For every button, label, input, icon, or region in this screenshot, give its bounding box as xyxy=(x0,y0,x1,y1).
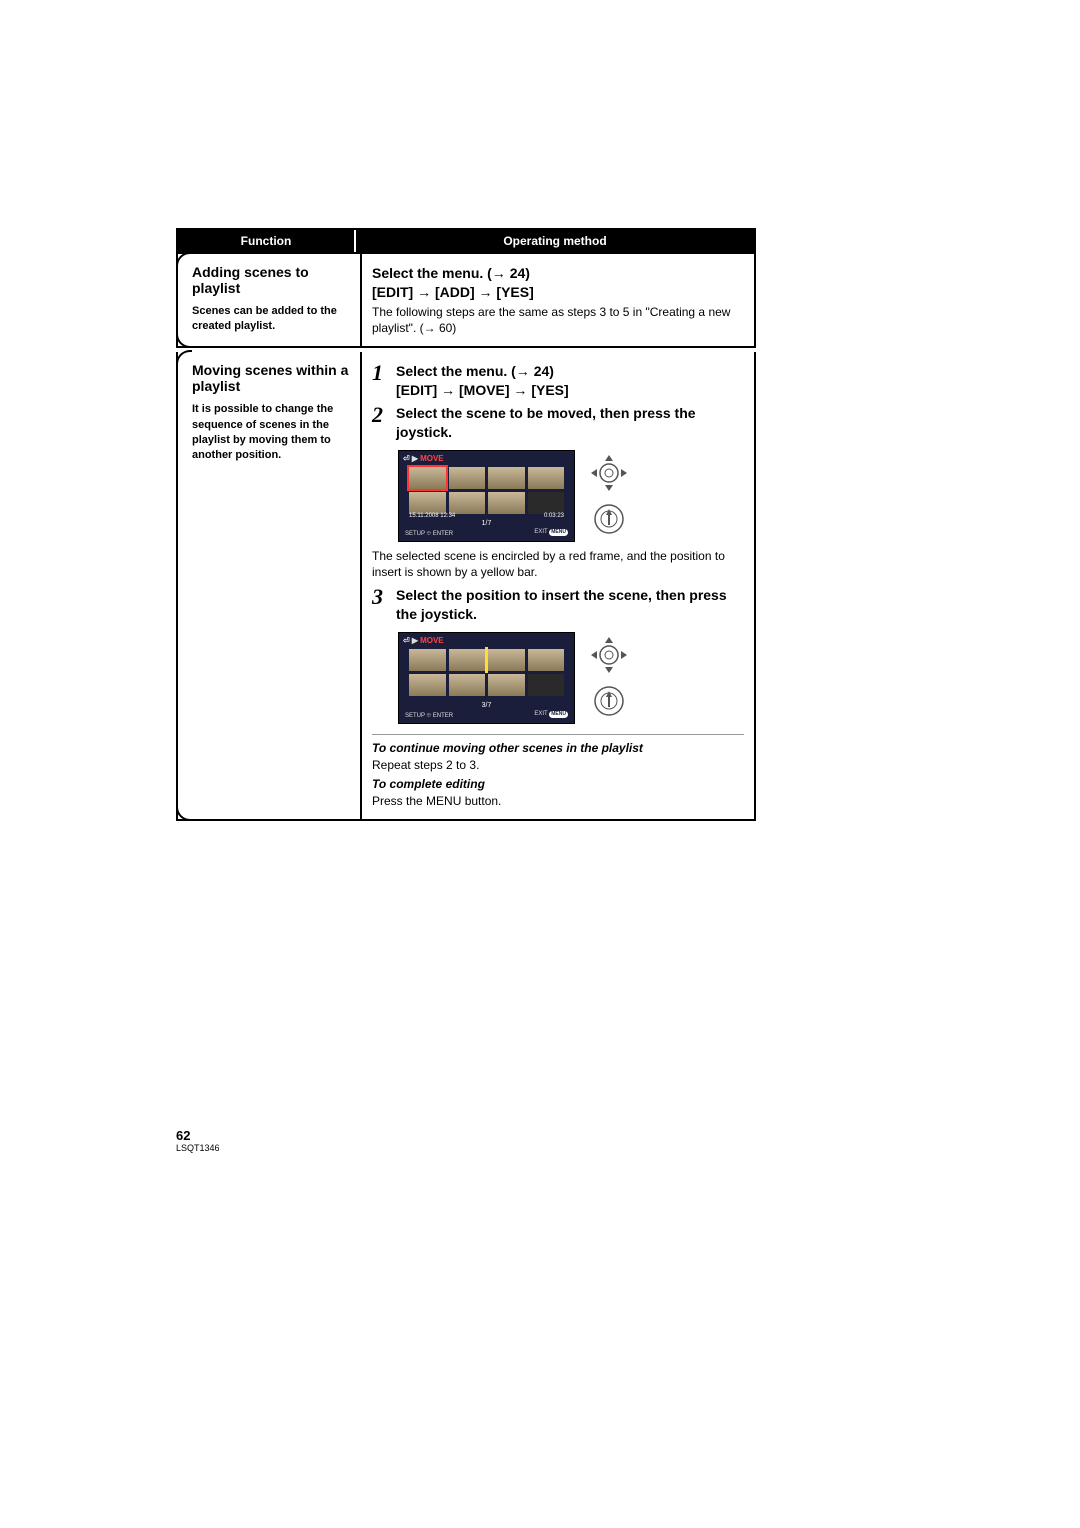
sc-counter: 1/7 xyxy=(399,520,574,527)
step-number: 1 xyxy=(372,362,390,384)
joystick-dpad-icon xyxy=(589,453,629,493)
op-select-menu: Select the menu. (→ 24) xyxy=(372,264,744,283)
step1-menu-path: [EDIT] → [MOVE] → [YES] xyxy=(396,381,744,400)
sc-date: 15.11.2008 12:34 xyxy=(409,513,455,519)
joystick-dpad-icon xyxy=(589,635,629,675)
device-screenshot-2: ⏎ ▶MOVE 3/7 SETUP ⯐ ENTER EXIT MENU xyxy=(398,632,575,724)
page-number: 62 xyxy=(176,1128,220,1143)
sc-exit: EXIT xyxy=(534,529,547,535)
section-adding-scenes: Adding scenes to playlist Scenes can be … xyxy=(176,254,756,348)
step2-note: The selected scene is encircled by a red… xyxy=(372,548,744,580)
device-screenshot-1: ⏎ ▶MOVE 1/7 15.11.2008 12:34 0:03:23 SET… xyxy=(398,450,575,542)
function-title: Adding scenes to playlist xyxy=(192,264,352,296)
document-id: LSQT1346 xyxy=(176,1143,220,1153)
sc-move-label: MOVE xyxy=(420,636,444,645)
step2-text: Select the scene to be moved, then press… xyxy=(396,404,744,442)
step3-text: Select the position to insert the scene,… xyxy=(396,586,744,624)
sc-menu: MENU xyxy=(549,529,568,536)
complete-body: Press the MENU button. xyxy=(372,793,744,809)
complete-title: To complete editing xyxy=(372,777,744,791)
continue-title: To continue moving other scenes in the p… xyxy=(372,741,744,755)
sc-duration: 0:03:23 xyxy=(544,513,564,519)
step-number: 3 xyxy=(372,586,390,608)
joystick-press-icon xyxy=(589,499,629,539)
function-desc: It is possible to change the sequence of… xyxy=(192,402,352,464)
screenshot-row-2: ⏎ ▶MOVE 3/7 SETUP ⯐ ENTER EXIT MENU xyxy=(398,632,744,724)
sc-setup: SETUP ⯐ ENTER xyxy=(405,529,453,539)
function-desc: Scenes can be added to the created playl… xyxy=(192,304,352,335)
header-function: Function xyxy=(178,230,356,252)
screenshot-row-1: ⏎ ▶MOVE 1/7 15.11.2008 12:34 0:03:23 SET… xyxy=(398,450,744,542)
header-operating-method: Operating method xyxy=(356,230,754,252)
op-note: The following steps are the same as step… xyxy=(372,304,744,336)
step1-select-menu: Select the menu. (→ 24) xyxy=(396,362,744,381)
page-footer: 62 LSQT1346 xyxy=(176,1128,220,1153)
sc-setup: SETUP ⯐ ENTER xyxy=(405,711,453,721)
function-title: Moving scenes within a playlist xyxy=(192,362,352,394)
sc-menu: MENU xyxy=(549,711,568,718)
table-header: Function Operating method xyxy=(176,228,756,254)
continue-body: Repeat steps 2 to 3. xyxy=(372,757,744,773)
joystick-press-icon xyxy=(589,681,629,721)
sc-move-label: MOVE xyxy=(420,454,444,463)
step-number: 2 xyxy=(372,404,390,426)
step-3: 3 Select the position to insert the scen… xyxy=(372,586,744,624)
step-1: 1 Select the menu. (→ 24) [EDIT] → [MOVE… xyxy=(372,362,744,400)
op-menu-path: [EDIT] → [ADD] → [YES] xyxy=(372,283,744,302)
sc-exit: EXIT xyxy=(534,711,547,717)
sc-counter: 3/7 xyxy=(399,702,574,709)
step-2: 2 Select the scene to be moved, then pre… xyxy=(372,404,744,442)
section-moving-scenes: Moving scenes within a playlist It is po… xyxy=(176,352,756,821)
divider xyxy=(372,734,744,735)
